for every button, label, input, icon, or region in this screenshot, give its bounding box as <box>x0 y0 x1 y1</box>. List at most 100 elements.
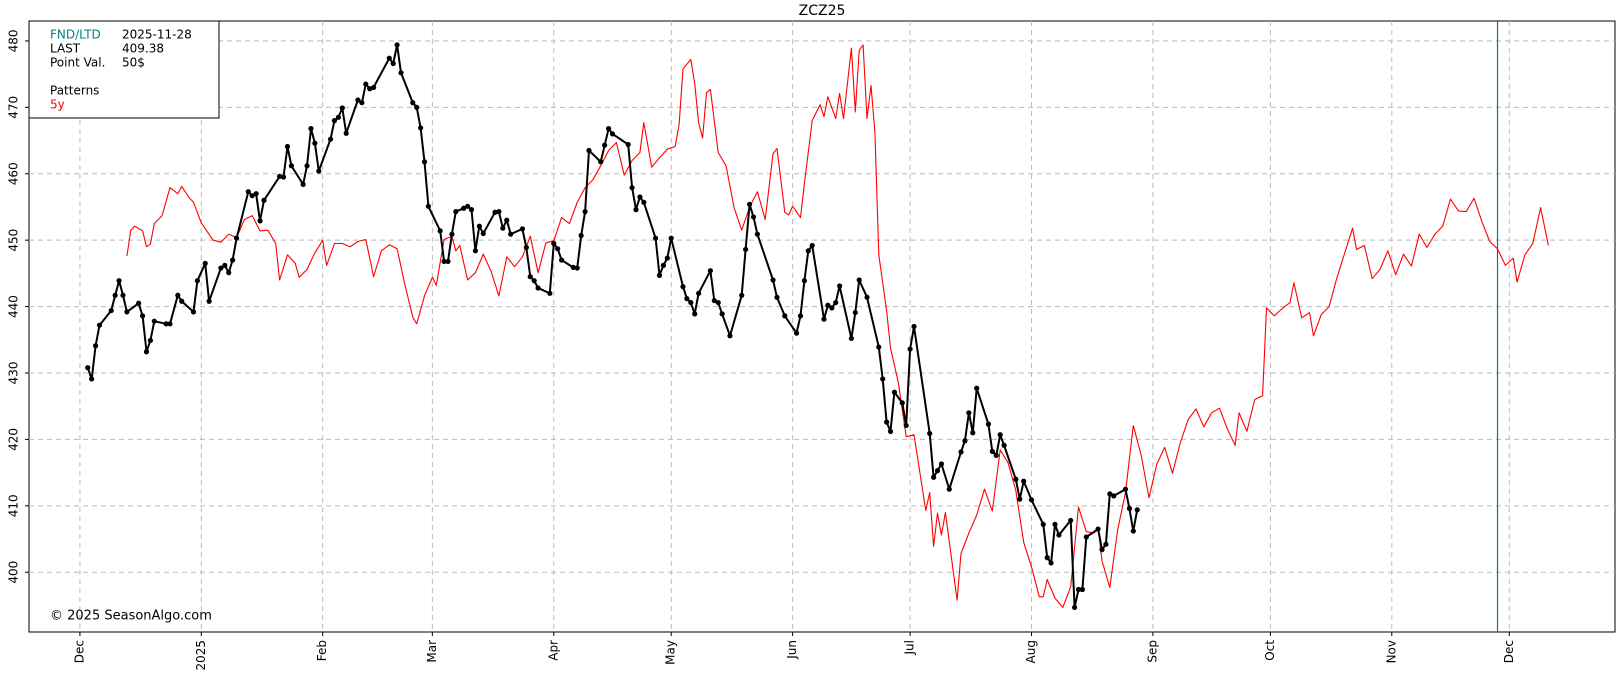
data-point <box>112 292 118 298</box>
data-point <box>1095 526 1101 532</box>
data-point <box>288 163 294 169</box>
y-tick-label: 480 <box>7 29 21 52</box>
data-point <box>230 257 236 263</box>
data-point <box>116 278 122 284</box>
data-point <box>985 421 992 427</box>
data-point <box>284 143 291 150</box>
data-point <box>472 248 479 254</box>
data-point <box>1075 586 1082 593</box>
data-point <box>476 223 482 229</box>
data-point <box>864 294 870 300</box>
data-point <box>903 422 909 429</box>
info-value: 2025-11-28 <box>122 28 192 42</box>
data-point <box>547 290 553 296</box>
data-point <box>938 461 945 467</box>
data-point <box>519 226 526 232</box>
data-point <box>558 257 565 263</box>
data-point <box>163 321 169 327</box>
x-tick-label: 2025 <box>194 640 208 671</box>
data-point <box>754 231 760 237</box>
data-point <box>151 318 157 324</box>
data-point <box>660 262 667 268</box>
info-value: 409.38 <box>122 42 164 56</box>
data-point <box>327 136 334 142</box>
info-box <box>28 20 220 119</box>
data-point <box>989 448 995 454</box>
data-point <box>770 277 776 283</box>
data-point <box>1111 493 1117 499</box>
data-point <box>629 185 635 191</box>
data-point <box>668 235 674 241</box>
data-point <box>625 141 631 148</box>
data-point <box>418 125 424 131</box>
data-point <box>277 173 283 180</box>
data-point <box>934 468 941 474</box>
data-point <box>437 228 443 234</box>
data-point <box>656 272 663 278</box>
data-point <box>719 311 725 317</box>
plot-frame <box>28 20 1616 633</box>
data-point <box>398 70 404 76</box>
data-point <box>856 277 862 283</box>
data-point <box>555 246 561 252</box>
data-point <box>574 265 580 271</box>
y-tick-label: 440 <box>7 295 21 318</box>
data-point <box>410 100 416 106</box>
data-point <box>750 214 757 220</box>
data-point <box>1107 491 1113 497</box>
data-point <box>641 199 647 205</box>
data-point <box>492 209 498 215</box>
data-point <box>797 313 804 319</box>
x-tick-label: Dec <box>72 640 86 663</box>
data-point <box>966 410 972 416</box>
data-point <box>371 84 377 91</box>
x-tick-label: Feb <box>315 640 329 661</box>
data-point <box>1071 604 1078 611</box>
data-point <box>684 296 690 302</box>
y-tick-label: 430 <box>7 362 21 385</box>
data-point <box>1126 505 1133 512</box>
data-point <box>89 376 95 382</box>
data-point <box>261 197 267 203</box>
data-point <box>386 55 392 61</box>
data-point <box>958 449 964 455</box>
data-point <box>551 240 557 247</box>
y-tick-label: 420 <box>7 428 21 451</box>
data-point <box>801 278 807 284</box>
data-point <box>809 242 815 249</box>
data-point <box>425 203 432 209</box>
data-point <box>598 159 604 165</box>
legend-entry: 5y <box>50 98 65 112</box>
x-tick-label: Oct <box>1263 640 1277 661</box>
data-point <box>508 231 514 237</box>
data-point <box>222 262 228 268</box>
data-point <box>962 438 968 444</box>
data-point <box>1048 560 1054 566</box>
data-point <box>527 274 533 280</box>
data-point <box>688 299 694 306</box>
data-point <box>312 140 318 146</box>
data-point <box>1122 486 1129 492</box>
data-point <box>300 181 306 187</box>
copyright: © 2025 SeasonAlgo.com <box>50 609 212 624</box>
data-point <box>92 343 99 349</box>
data-point <box>147 337 153 344</box>
data-point <box>837 283 843 289</box>
data-point <box>997 432 1003 438</box>
data-point <box>500 225 506 231</box>
data-point <box>414 104 420 110</box>
data-point <box>1017 496 1023 502</box>
data-point <box>390 60 396 67</box>
data-point <box>911 323 917 330</box>
data-point <box>891 389 898 395</box>
data-point <box>833 299 839 306</box>
data-point <box>774 294 780 300</box>
data-point <box>907 346 913 352</box>
data-point <box>993 452 999 458</box>
data-point <box>602 142 608 148</box>
x-tick-label: Apr <box>546 640 560 661</box>
data-point <box>1001 442 1007 448</box>
data-point <box>179 298 185 304</box>
data-point <box>339 105 345 111</box>
series-line <box>126 44 1549 608</box>
